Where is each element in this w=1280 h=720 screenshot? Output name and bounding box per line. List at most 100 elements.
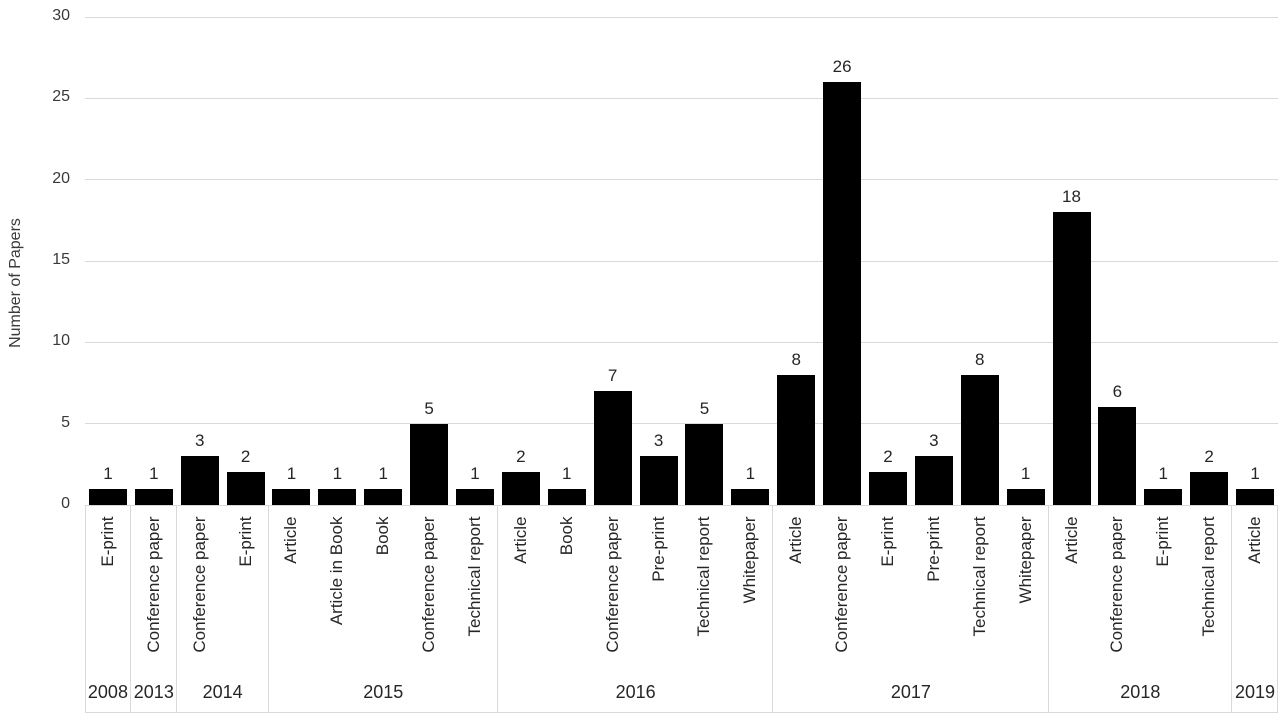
category-label-cell: E-print [1140,507,1186,672]
category-label: Conference paper [143,516,163,653]
category-label: Article [1061,516,1081,564]
category-label-cell: E-print [85,507,131,672]
category-label: Technical report [694,516,714,637]
bar-value-label: 26 [832,57,852,77]
category-label: E-print [235,516,255,567]
category-label-cell: Technical report [1186,507,1232,672]
y-axis-title: Number of Papers [7,218,24,348]
group-separator [1047,505,1049,712]
bar-value-label: 2 [1204,447,1214,467]
gridline [85,179,1278,181]
bar-value-label: 1 [378,463,388,483]
y-tick-label: 20 [52,169,70,187]
category-label: Whitepaper [1015,516,1035,603]
gridline [85,97,1278,99]
group-separator [772,505,774,712]
category-label-cell: E-print [865,507,911,672]
category-label-cell: Article [498,507,544,672]
year-label: 2017 [890,682,931,702]
bar [914,456,953,505]
gridline [85,16,1278,18]
year-label: 2014 [202,682,243,702]
bar-value-label: 1 [286,463,297,483]
category-label-cell: Article in Book [314,507,360,672]
bar [731,488,770,505]
bar-value-label: 2 [883,447,893,467]
category-label: Conference paper [189,516,209,653]
y-tick-label: 5 [61,413,70,431]
bar [1006,488,1045,505]
year-label: 2019 [1235,682,1276,702]
gridline [85,423,1278,425]
bar [547,488,586,505]
bar [364,488,403,505]
category-label: Conference paper [602,516,622,653]
bar [823,82,862,505]
bar-value-label: 1 [470,463,480,483]
group-separator [129,505,131,712]
category-label-cell: Pre-print [636,507,682,672]
bar-value-label: 5 [699,398,710,418]
y-tick-label: 25 [52,88,70,106]
bar [226,472,265,505]
bar-value-label: 8 [791,349,801,369]
bar-value-label: 6 [1112,382,1123,402]
group-separator [85,505,86,712]
bar-value-label: 7 [607,366,618,386]
bar [960,374,999,505]
bar-value-label: 2 [516,447,526,467]
bar [639,456,678,505]
category-label: Conference paper [419,516,439,653]
bar [410,423,449,505]
category-label-cell: Whitepaper [1003,507,1049,672]
y-tick-label: 0 [61,495,70,512]
category-label-cell: Article [1232,507,1278,672]
x-band-bottom-border [85,712,1278,713]
bar-value-label: 1 [332,463,343,483]
bar-value-label: 18 [1062,187,1081,207]
category-label-cell: Conference paper [819,507,865,672]
bar-value-label: 1 [745,463,756,483]
bar-value-label: 5 [424,398,434,418]
bar-value-label: 1 [1158,463,1169,483]
category-label-cell: Technical report [452,507,498,672]
category-label: Conference paper [832,516,852,653]
category-label-cell: Article [1049,507,1095,672]
bar [868,472,907,505]
category-label: Conference paper [1107,516,1127,653]
category-label-cell: Article [773,507,819,672]
category-label: Technical report [1199,516,1219,637]
gridline [85,341,1278,343]
category-label: E-print [97,516,117,567]
bar [593,391,632,505]
category-label-cell: Conference paper [590,507,636,672]
bar [318,488,357,505]
bar [180,456,219,505]
category-label-cell: Book [544,507,590,672]
y-tick-label: 30 [52,7,70,24]
bar-value-label: 1 [103,463,113,483]
bar-value-label: 1 [149,463,159,483]
category-label: E-print [877,516,897,567]
bar-value-label: 3 [653,431,664,451]
year-label: 2013 [133,682,174,702]
bar-value-label: 3 [194,431,205,451]
bar [272,488,311,505]
category-label: Technical report [465,516,484,637]
category-label-cell: Conference paper [1094,507,1140,672]
group-separator [175,505,177,712]
category-label-cell: Technical report [957,507,1003,672]
year-label: 2016 [615,682,656,702]
category-label-cell: Article [269,507,315,672]
category-label-cell: Conference paper [177,507,223,672]
y-tick-label: 10 [52,332,70,350]
category-label: Whitepaper [740,516,760,603]
category-label: Book [373,516,393,555]
bar [685,423,724,505]
category-label: Article [281,516,301,564]
gridline [85,260,1278,262]
category-label-cell: Technical report [682,507,728,672]
year-label: 2015 [363,682,404,702]
bar [1098,407,1137,505]
